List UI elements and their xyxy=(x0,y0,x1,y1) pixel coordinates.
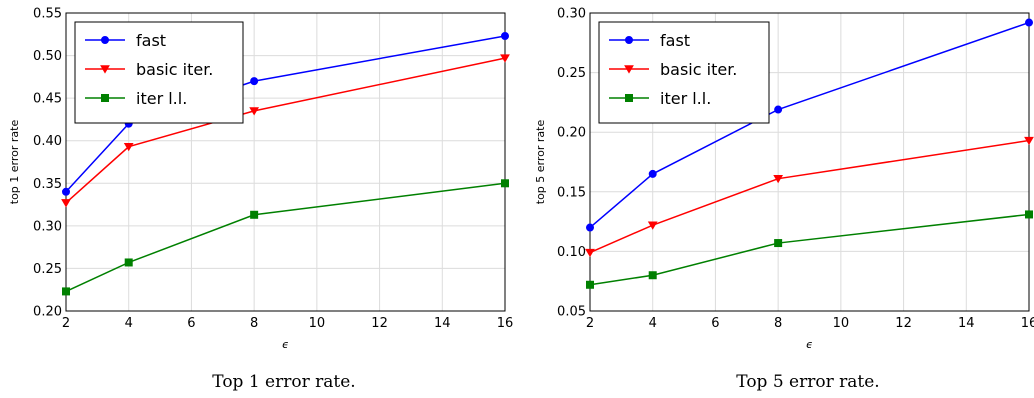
chart-1-data-point xyxy=(249,107,260,116)
chart-1-series-line xyxy=(65,57,506,204)
chart-2-caption: Top 5 error rate. xyxy=(736,372,880,392)
chart-1-xtick-label: 10 xyxy=(309,316,326,331)
chart-1-ytick-label: 0.25 xyxy=(33,262,62,277)
chart-2-ytick-label: 0.10 xyxy=(557,245,586,260)
chart-1-data-point xyxy=(61,199,71,208)
chart-2-series-line xyxy=(589,21,1030,229)
chart-2-series-line xyxy=(589,213,1030,286)
chart-1-legend-marker xyxy=(101,94,109,102)
chart-2-data-point xyxy=(1025,210,1033,219)
chart-1-xtick-label: 2 xyxy=(62,316,70,331)
chart-1-ytick-label: 0.20 xyxy=(33,305,62,320)
chart-2-legend-marker xyxy=(624,65,634,74)
chart-1-ytick-label: 0.55 xyxy=(33,7,62,22)
chart-2: 2 4 6 8 10 12 14 16 0.05 0.10 0.15 0.20 0.25 0.30 ϵ top… xyxy=(534,7,1034,352)
chart-1-data-point xyxy=(501,31,509,40)
chart-2-xtick-label: 2 xyxy=(586,316,594,331)
chart-2-data-point xyxy=(773,174,784,184)
chart-2-frame xyxy=(589,12,1030,312)
chart-2-xtick-label: 14 xyxy=(958,316,975,331)
chart-1-ytick-label: 0.40 xyxy=(33,134,62,149)
chart-1-data-point xyxy=(501,179,509,188)
chart-1-caption: Top 1 error rate. xyxy=(212,372,356,392)
chart-1-legend-label: fast xyxy=(136,31,166,50)
chart-1-xtick-label: 16 xyxy=(497,316,514,331)
chart-1-legend-label: basic iter. xyxy=(136,60,213,79)
chart-1-data-point xyxy=(500,54,510,63)
chart-2-ytick-label: 0.05 xyxy=(557,305,586,320)
chart-1-legend-label: iter l.l. xyxy=(136,89,187,108)
chart-2-legend-marker xyxy=(625,36,633,44)
chart-1-legend-marker xyxy=(101,36,109,44)
chart-2-data-point xyxy=(648,169,657,178)
chart-2-ytick-label: 0.20 xyxy=(557,126,586,141)
chart-2-data-point xyxy=(586,280,594,289)
chart-2-data-point xyxy=(648,271,657,280)
chart-1-ytick-label: 0.30 xyxy=(33,219,62,234)
chart-2-data-point xyxy=(586,223,594,232)
chart-1-xlabel: ϵ xyxy=(282,338,289,351)
chart-2-series-line xyxy=(589,139,1030,254)
chart-2-ytick-label: 0.15 xyxy=(557,185,586,200)
chart-2-xtick-label: 16 xyxy=(1021,316,1034,331)
chart-1-data-point xyxy=(250,210,259,219)
chart-1-series-line xyxy=(65,182,506,293)
chart-1-data-point xyxy=(123,142,134,152)
chart-1-frame xyxy=(65,12,506,312)
chart-2-data-point xyxy=(774,105,783,114)
chart-1-ylabel: top 1 error rate xyxy=(8,120,21,205)
chart-1-ytick-label: 0.45 xyxy=(33,92,62,107)
chart-1-data-point xyxy=(62,187,70,196)
chart-2-data-point xyxy=(585,248,595,258)
chart-1-xtick-label: 12 xyxy=(371,316,388,331)
chart-1-xtick-label: 14 xyxy=(434,316,451,331)
chart-2-xlabel: ϵ xyxy=(806,338,813,351)
chart-1-ytick-label: 0.50 xyxy=(33,49,62,64)
chart-1-xtick-label: 4 xyxy=(125,316,133,331)
chart-2-legend-marker xyxy=(625,94,633,102)
chart-2-ytick-label: 0.25 xyxy=(557,66,586,81)
chart-2-ytick-label: 0.30 xyxy=(557,7,586,22)
chart-1-data-point xyxy=(124,258,133,267)
chart-2-xtick-label: 6 xyxy=(711,316,719,331)
chart-2-xtick-label: 4 xyxy=(649,316,657,331)
chart-2-data-point xyxy=(647,221,658,230)
chart-1-xtick-label: 8 xyxy=(250,316,258,331)
chart-2-ylabel: top 5 error rate xyxy=(534,120,547,205)
chart-2-data-point xyxy=(1025,18,1033,27)
chart-2-legend-label: basic iter. xyxy=(660,60,737,79)
chart-1-ytick-label: 0.35 xyxy=(33,177,62,192)
chart-2-legend-label: iter l.l. xyxy=(660,89,711,108)
chart-2-legend-label: fast xyxy=(660,31,690,50)
chart-1-data-point xyxy=(62,287,70,296)
chart-2-xtick-label: 8 xyxy=(774,316,782,331)
chart-2-xtick-label: 12 xyxy=(895,316,912,331)
chart-1-data-point xyxy=(250,77,259,86)
chart-1-legend-marker xyxy=(100,65,110,74)
chart-1-xtick-label: 6 xyxy=(187,316,195,331)
chart-2-data-point xyxy=(1024,136,1034,146)
chart-2-data-point xyxy=(774,239,783,248)
chart-1: 2 4 6 8 10 12 14 16 0.20 0.25 0.30 0.35 0.40 0.45 0.50… xyxy=(8,7,513,352)
chart-2-xtick-label: 10 xyxy=(833,316,850,331)
